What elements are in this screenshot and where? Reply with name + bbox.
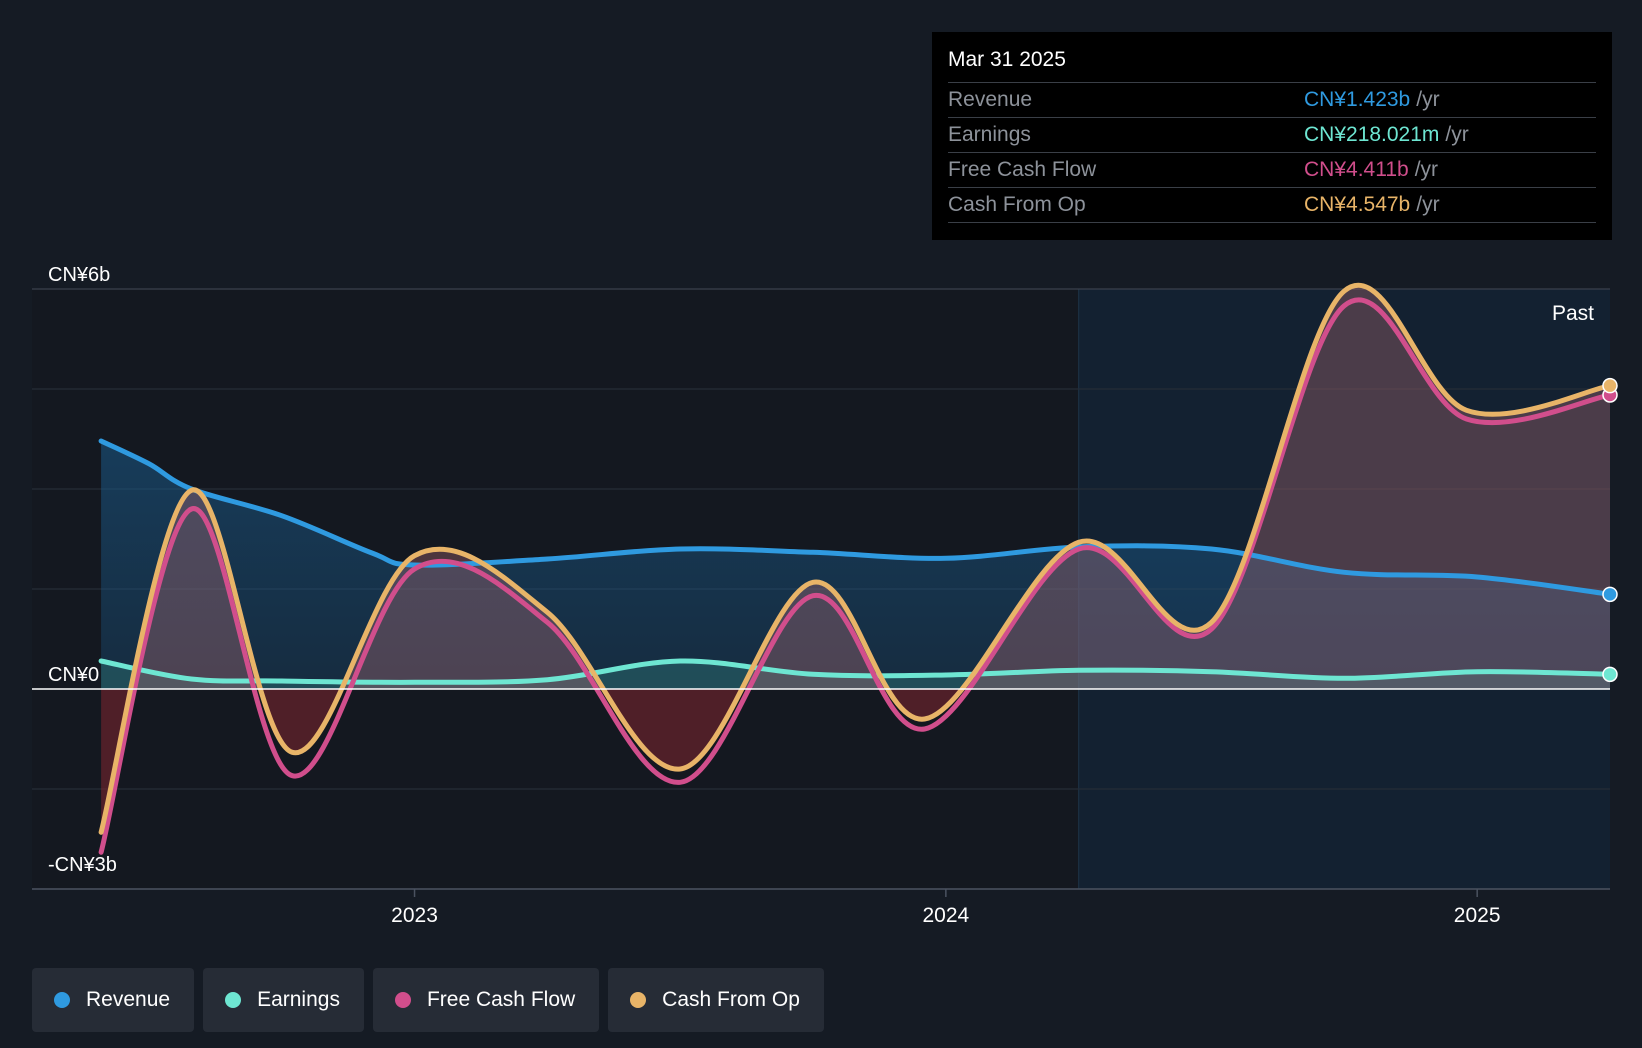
tooltip-value: CN¥4.411b/yr (1304, 153, 1438, 187)
tooltip-unit: /yr (1445, 123, 1469, 146)
x-tick-label: 2024 (922, 904, 969, 927)
tooltip-row-cash-from-op: Cash From Op CN¥4.547b/yr (948, 188, 1596, 223)
cash-from-op-endpoint (1602, 377, 1618, 394)
legend-label: Revenue (86, 988, 171, 1011)
y-tick-label: CN¥0 (48, 664, 99, 686)
tooltip-value: CN¥1.423b/yr (1304, 83, 1440, 117)
tooltip-row-revenue: Revenue CN¥1.423b/yr (948, 83, 1596, 118)
cash-from-op-line (98, 282, 1613, 835)
tooltip-value: CN¥4.547b/yr (1304, 188, 1440, 222)
y-tick-label: CN¥6b (48, 264, 110, 286)
tooltip-label: Revenue (948, 88, 1033, 111)
legend: Revenue Earnings Free Cash Flow Cash Fro… (32, 968, 824, 1032)
tooltip-date: Mar 31 2025 (948, 46, 1596, 83)
tooltip-value-amount: CN¥1.423b (1304, 88, 1411, 111)
legend-dot-icon (225, 992, 242, 1008)
tooltip-value-amount: CN¥4.411b (1304, 158, 1409, 181)
earnings-endpoint (1602, 666, 1618, 683)
tooltip-value: CN¥218.021m/yr (1304, 118, 1469, 152)
legend-item-free-cash-flow[interactable]: Free Cash Flow (372, 968, 600, 1032)
y-tick-labels: CN¥6b CN¥0 -CN¥3b (48, 264, 117, 876)
x-ticks: 2023 2024 2025 (391, 889, 1501, 927)
series-lines (98, 282, 1613, 855)
tooltip-row-free-cash-flow: Free Cash Flow CN¥4.411b/yr (948, 153, 1596, 188)
tooltip-label: Earnings (948, 123, 1031, 146)
tooltip: Mar 31 2025 Revenue CN¥1.423b/yr Earning… (932, 32, 1612, 240)
tooltip-unit: /yr (1416, 88, 1440, 111)
tooltip-row-earnings: Earnings CN¥218.021m/yr (948, 118, 1596, 153)
tooltip-unit: /yr (1414, 158, 1439, 181)
tooltip-unit: /yr (1416, 193, 1440, 216)
earnings-line (98, 658, 1613, 685)
revenue-endpoint (1602, 586, 1618, 603)
legend-item-earnings[interactable]: Earnings (203, 968, 364, 1032)
tooltip-value-amount: CN¥218.021m (1304, 123, 1440, 146)
legend-label: Cash From Op (662, 988, 800, 1011)
past-label: Past (1552, 302, 1594, 325)
tooltip-label: Free Cash Flow (948, 158, 1097, 181)
legend-dot-icon (54, 992, 70, 1008)
legend-label: Earnings (257, 988, 340, 1011)
x-tick-label: 2023 (391, 904, 438, 927)
legend-label: Free Cash Flow (426, 988, 576, 1011)
x-tick-label: 2025 (1454, 904, 1501, 927)
tooltip-value-amount: CN¥4.547b (1304, 193, 1411, 216)
tooltip-label: Cash From Op (948, 193, 1086, 216)
series-endpoints (1602, 377, 1618, 683)
y-tick-label: -CN¥3b (48, 854, 117, 876)
legend-dot-icon (394, 992, 411, 1008)
revenue-line (98, 438, 1613, 597)
revenue-area (101, 441, 1611, 689)
legend-dot-icon (630, 992, 647, 1008)
legend-item-cash-from-op[interactable]: Cash From Op (608, 968, 824, 1032)
free-cash-flow-line (98, 297, 1613, 855)
legend-item-revenue[interactable]: Revenue (32, 968, 195, 1032)
earnings-area (101, 660, 1611, 689)
